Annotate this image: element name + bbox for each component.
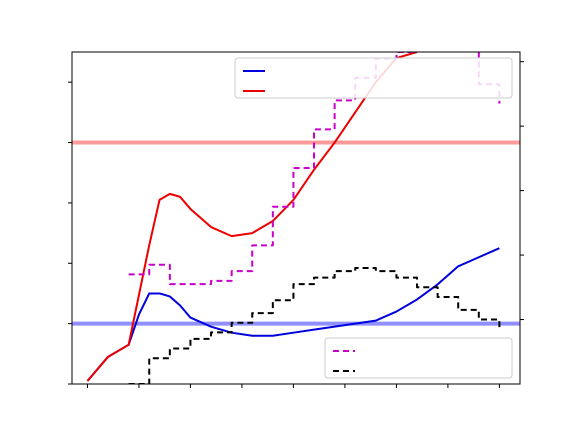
legend-upper-box bbox=[234, 57, 513, 99]
legend-upper bbox=[234, 57, 513, 99]
reference-lines bbox=[72, 140, 520, 326]
series-layer bbox=[86, 52, 501, 384]
series-blue bbox=[86, 247, 500, 382]
plot-area bbox=[72, 52, 520, 384]
series-red bbox=[86, 52, 418, 382]
plot-frame bbox=[71, 51, 521, 385]
legends bbox=[234, 57, 513, 379]
legend-lower bbox=[324, 337, 513, 379]
series-black-dashed bbox=[128, 266, 501, 384]
axes bbox=[68, 51, 524, 388]
legend-lower-box bbox=[324, 337, 513, 379]
